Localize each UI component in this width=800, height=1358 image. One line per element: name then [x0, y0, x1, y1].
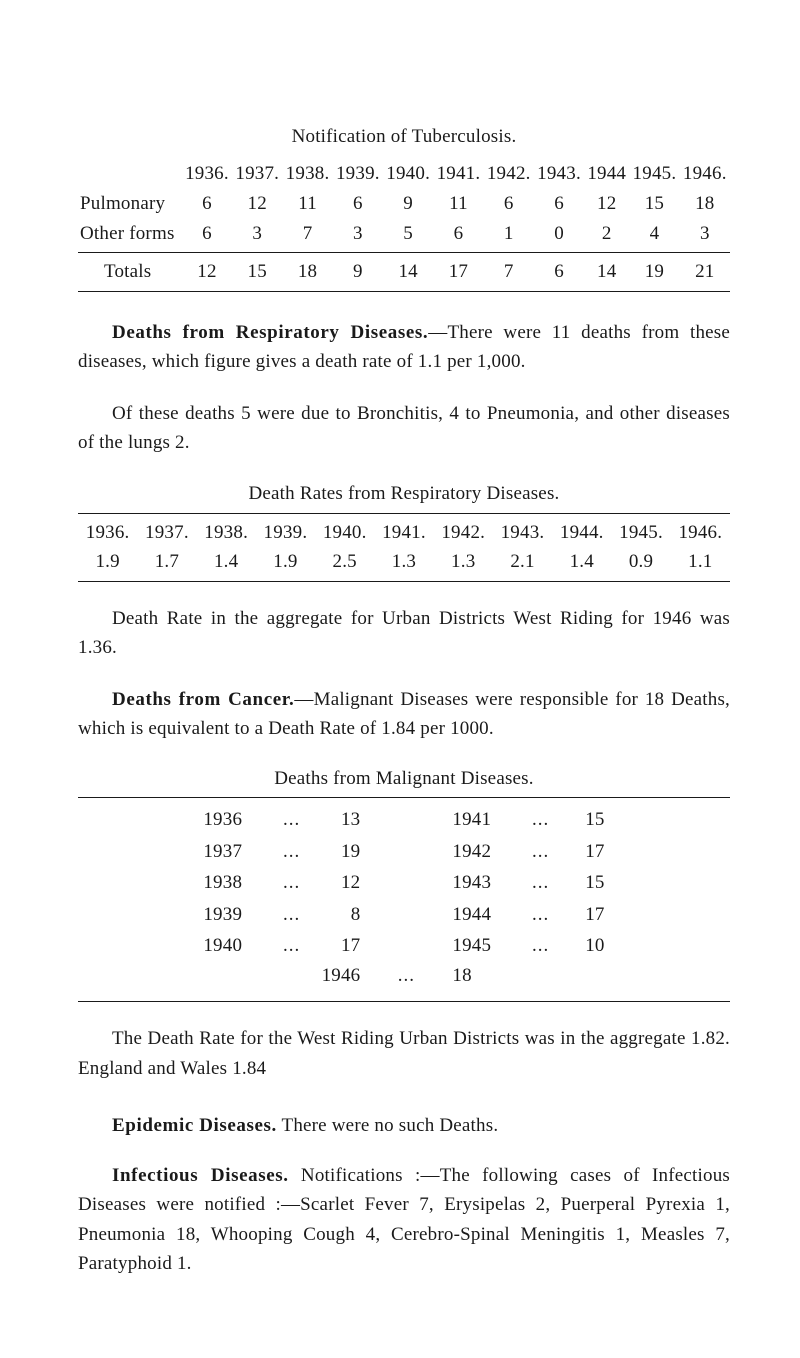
malignant-table: 1936 ... 13 1941 ... 15 1937 ... 19 1942… — [195, 804, 612, 991]
resp-deaths-heading: Deaths from Respiratory Diseases. — [112, 322, 428, 343]
notif-row-totals: Totals 12 15 18 9 14 17 7 6 14 19 21 — [78, 257, 730, 287]
resp-rates-table: 1936. 1937. 1938. 1939. 1940. 1941. 1942… — [78, 518, 730, 577]
table-row: 1939 ... 8 1944 ... 17 — [195, 899, 612, 931]
notif-row-otherforms: Other forms 6 3 7 3 5 6 1 0 2 4 3 — [78, 219, 730, 249]
resp-rates-years: 1936. 1937. 1938. 1939. 1940. 1941. 1942… — [78, 518, 730, 548]
notif-years-row: 1936. 1937. 1938. 1939. 1940. 1941. 1942… — [78, 159, 730, 189]
divider — [78, 581, 730, 582]
notification-title: Notification of Tuberculosis. — [78, 122, 730, 151]
divider — [78, 252, 730, 253]
divider — [78, 513, 730, 514]
epidemic-line: Epidemic Diseases. There were no such De… — [78, 1111, 730, 1140]
resp-deaths-para: Deaths from Respiratory Diseases.—There … — [78, 318, 730, 377]
malig-title: Deaths from Malignant Diseases. — [78, 764, 730, 793]
divider — [78, 1001, 730, 1002]
epidemic-text: There were no such Deaths. — [277, 1115, 498, 1136]
page-content: Notification of Tuberculosis. 1936. 1937… — [0, 0, 800, 1358]
table-row: 1936 ... 13 1941 ... 15 — [195, 804, 612, 836]
epidemic-heading: Epidemic Diseases. — [112, 1115, 277, 1136]
resp-rates-vals: 1.9 1.7 1.4 1.9 2.5 1.3 1.3 2.1 1.4 0.9 … — [78, 547, 730, 577]
infectious-heading: Infectious Diseases. — [112, 1165, 289, 1186]
notif-row-pulmonary: Pulmonary 6 12 11 6 9 11 6 6 12 15 18 — [78, 189, 730, 219]
cancer-para: Deaths from Cancer.—Malignant Diseases w… — [78, 685, 730, 744]
infectious-para: Infectious Diseases. Notifications :—The… — [78, 1161, 730, 1279]
resp-deaths-para2: Of these deaths 5 were due to Bronchitis… — [78, 399, 730, 458]
table-row: 1940 ... 17 1945 ... 10 — [195, 930, 612, 962]
cancer-heading: Deaths from Cancer. — [112, 689, 294, 710]
resp-rates-para: Death Rate in the aggregate for Urban Di… — [78, 604, 730, 663]
resp-rates-title: Death Rates from Respiratory Diseases. — [78, 479, 730, 508]
divider — [78, 797, 730, 798]
table-row: 1937 ... 19 1942 ... 17 — [195, 836, 612, 868]
notification-table: 1936. 1937. 1938. 1939. 1940. 1941. 1942… — [78, 159, 730, 295]
malig-para: The Death Rate for the West Riding Urban… — [78, 1024, 730, 1083]
table-row: 1938 ... 12 1943 ... 15 — [195, 867, 612, 899]
divider — [78, 291, 730, 292]
table-row: 1946 ... 18 — [195, 962, 612, 992]
